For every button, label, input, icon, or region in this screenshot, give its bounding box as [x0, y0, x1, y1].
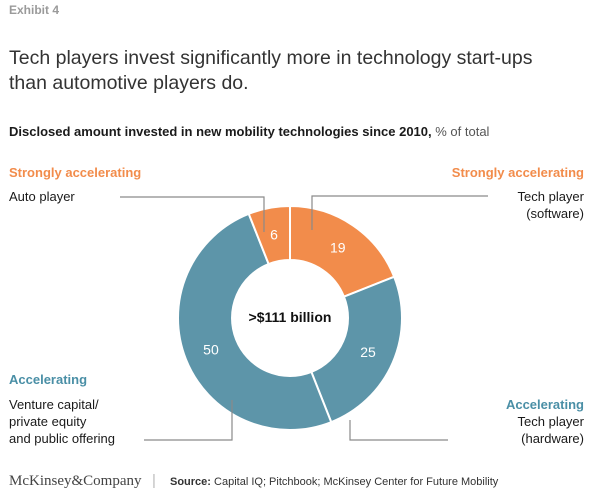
footer-separator: | [152, 472, 156, 489]
label-vc-group: Accelerating [9, 372, 88, 387]
label-vc-line-3: and public offering [9, 431, 116, 446]
chart-title-line-1: Tech players invest significantly more i… [9, 47, 533, 69]
chart-title: Tech players invest significantly more i… [9, 46, 599, 96]
label-hardware-line-1: Tech player [517, 414, 584, 429]
label-auto-group: Strongly accelerating [9, 165, 142, 180]
donut-slice-1 [310, 275, 403, 424]
source-note: Source: Capital IQ; Pitchbook; McKinsey … [170, 476, 498, 488]
subtitle-main: Disclosed amount invested in new mobilit… [9, 124, 432, 139]
leader-software [311, 195, 488, 230]
chart-title-line-2: than automotive players do. [9, 72, 249, 94]
label-hardware-line-2: (hardware) [521, 431, 584, 446]
label-vc-line-1: Venture capital/ [9, 397, 99, 412]
donut-slice-2 [177, 212, 333, 431]
donut-value-2: 50 [203, 341, 219, 357]
exhibit-label: Exhibit 4 [9, 3, 60, 17]
source-text: Capital IQ; Pitchbook; McKinsey Center f… [214, 476, 499, 488]
mckinsey-logo: McKinsey&Company [9, 473, 142, 489]
donut-value-0: 19 [330, 240, 346, 256]
source-label: Source: [170, 476, 211, 488]
leader-vc [144, 400, 233, 441]
subtitle-unit: % of total [435, 124, 490, 139]
label-software-line-1: Tech player [517, 189, 584, 204]
label-hardware-group: Accelerating [505, 397, 584, 412]
donut-slice-0 [289, 204, 396, 298]
donut-value-1: 25 [360, 344, 376, 360]
leader-hardware [349, 420, 448, 441]
chart-subtitle: Disclosed amount invested in new mobilit… [9, 124, 489, 139]
donut-slice-3 [247, 204, 291, 266]
leader-auto [120, 196, 265, 232]
label-auto-name: Auto player [9, 189, 75, 204]
donut-value-3: 6 [270, 227, 278, 243]
label-software-line-2: (software) [526, 206, 584, 221]
donut-chart: 19 25 50 6 >$111 billion [120, 195, 488, 441]
donut-center-label: >$111 billion [249, 309, 332, 325]
label-vc-line-2: private equity [9, 414, 87, 429]
footer: McKinsey&Company | Source: Capital IQ; P… [0, 470, 600, 499]
label-software-group: Strongly accelerating [451, 165, 584, 180]
